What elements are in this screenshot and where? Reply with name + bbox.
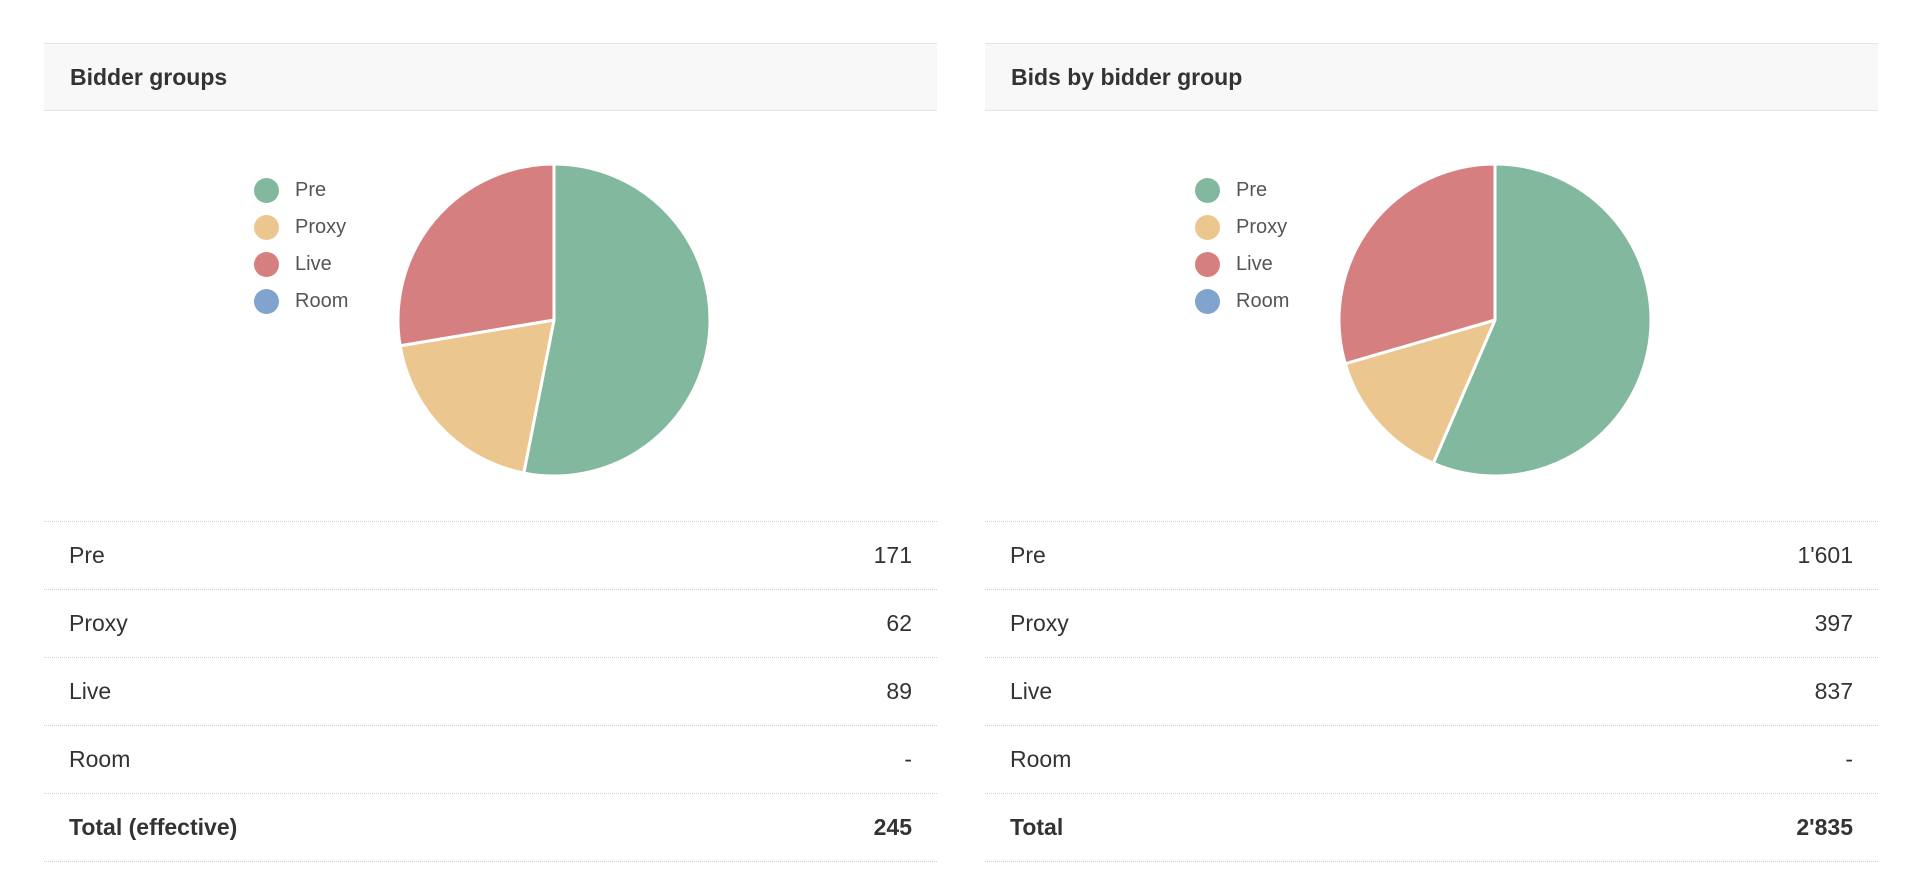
- stat-label: Pre: [1010, 542, 1046, 568]
- stat-row-room: Room -: [985, 726, 1878, 794]
- bidder-groups-panel: Bidder groups Pre Proxy Live Room Pre 17: [44, 43, 937, 862]
- stat-value: 837: [1814, 678, 1853, 704]
- pie-slice-proxy[interactable]: [398, 318, 556, 475]
- pie-slice-live[interactable]: [1337, 162, 1497, 366]
- chart-legend: Pre Proxy Live Room: [1195, 172, 1289, 320]
- legend-label: Proxy: [1236, 216, 1288, 238]
- stat-value: -: [1845, 746, 1853, 772]
- stat-value: 245: [873, 814, 912, 840]
- stat-value: 397: [1814, 610, 1853, 636]
- pie-slice-live[interactable]: [396, 162, 556, 348]
- legend-label: Room: [295, 290, 349, 312]
- legend-item-room[interactable]: Room: [254, 283, 348, 320]
- stat-row-room: Room -: [44, 726, 937, 794]
- pie-slice-pre[interactable]: [1431, 162, 1653, 478]
- legend-item-live[interactable]: Live: [1195, 246, 1289, 283]
- stat-row-total: Total 2'835: [985, 794, 1878, 862]
- stats-table: Pre 171 Proxy 62 Live 89 Room - Total (e…: [44, 521, 937, 862]
- legend-item-pre[interactable]: Pre: [1195, 172, 1289, 209]
- stat-value: 62: [886, 610, 912, 636]
- legend-swatch: [1195, 252, 1220, 277]
- stat-label: Proxy: [1010, 610, 1069, 636]
- legend-item-room[interactable]: Room: [1195, 283, 1289, 320]
- bids-by-bidder-group-panel: Bids by bidder group Pre Proxy Live Room…: [985, 43, 1878, 862]
- stat-value: -: [904, 746, 912, 772]
- pie-chart: Pre Proxy Live Room: [44, 111, 937, 521]
- stat-row-live: Live 89: [44, 658, 937, 726]
- legend-label: Live: [1236, 253, 1273, 275]
- legend-item-pre[interactable]: Pre: [254, 172, 348, 209]
- panel-title: Bidder groups: [44, 43, 937, 111]
- legend-swatch: [1195, 178, 1220, 203]
- stats-table: Pre 1'601 Proxy 397 Live 837 Room - Tota…: [985, 521, 1878, 862]
- stat-label: Live: [69, 678, 112, 704]
- pie-svg: [1337, 162, 1653, 478]
- stat-label: Total (effective): [69, 814, 238, 840]
- pie-svg: [396, 162, 712, 478]
- legend-swatch: [254, 215, 279, 240]
- legend-item-proxy[interactable]: Proxy: [1195, 209, 1289, 246]
- legend-label: Live: [295, 253, 332, 275]
- pie-slice-pre[interactable]: [522, 162, 712, 478]
- stat-row-pre: Pre 1'601: [985, 522, 1878, 590]
- legend-swatch: [1195, 289, 1220, 314]
- legend-label: Pre: [295, 179, 327, 201]
- stat-row-proxy: Proxy 62: [44, 590, 937, 658]
- stat-row-live: Live 837: [985, 658, 1878, 726]
- legend-swatch: [254, 289, 279, 314]
- legend-label: Room: [1236, 290, 1290, 312]
- stat-label: Pre: [69, 542, 105, 568]
- legend-label: Proxy: [295, 216, 347, 238]
- stat-row-total: Total (effective) 245: [44, 794, 937, 862]
- stat-value: 171: [873, 542, 912, 568]
- stat-label: Room: [69, 746, 131, 772]
- stat-label: Total: [1010, 814, 1064, 840]
- panel-title: Bids by bidder group: [985, 43, 1878, 111]
- stat-value: 1'601: [1797, 542, 1853, 568]
- stat-row-proxy: Proxy 397: [985, 590, 1878, 658]
- stat-label: Room: [1010, 746, 1072, 772]
- legend-item-proxy[interactable]: Proxy: [254, 209, 348, 246]
- stat-value: 89: [886, 678, 912, 704]
- stat-label: Live: [1010, 678, 1053, 704]
- stat-value: 2'835: [1796, 814, 1853, 840]
- chart-legend: Pre Proxy Live Room: [254, 172, 348, 320]
- stat-label: Proxy: [69, 610, 128, 636]
- legend-swatch: [254, 178, 279, 203]
- legend-item-live[interactable]: Live: [254, 246, 348, 283]
- pie-chart: Pre Proxy Live Room: [985, 111, 1878, 521]
- pie-slice-proxy[interactable]: [1343, 318, 1497, 465]
- legend-label: Pre: [1236, 179, 1268, 201]
- legend-swatch: [1195, 215, 1220, 240]
- legend-swatch: [254, 252, 279, 277]
- stat-row-pre: Pre 171: [44, 522, 937, 590]
